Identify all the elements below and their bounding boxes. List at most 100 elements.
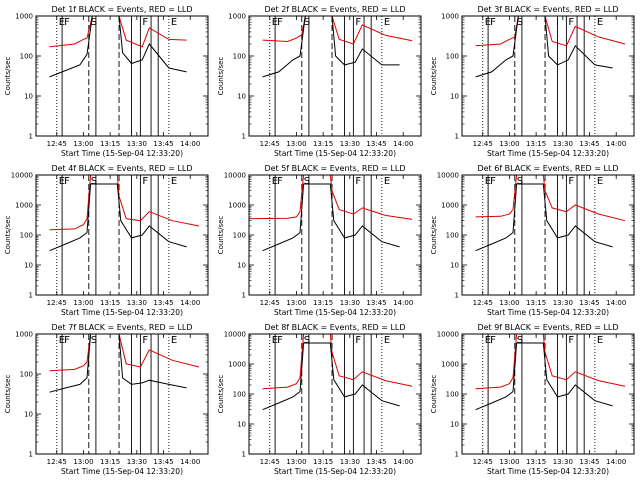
y-axis-label: Counts/sec: [4, 57, 12, 96]
series-lld-line: [262, 333, 413, 390]
interval-marker-label: S: [304, 17, 310, 28]
x-axis-label: Start Time (15-Sep-04 12:33:20): [487, 149, 609, 158]
series-events-line: [49, 183, 187, 252]
y-tick-label: 100: [233, 232, 246, 240]
y-axis-label: Counts/sec: [217, 216, 225, 255]
x-tick-label: 13:15: [313, 458, 333, 466]
interval-marker-label: F: [568, 335, 574, 346]
x-tick-label: 13:00: [286, 458, 306, 466]
y-tick-label: 100: [20, 371, 33, 379]
panel-det-7: Det 7f BLACK = Events, RED = LLD Counts/s…: [4, 323, 209, 476]
y-tick-label: 1000: [228, 13, 246, 21]
interval-marker-label: E: [485, 17, 491, 28]
x-tick-label: 13:00: [73, 140, 93, 148]
y-tick-label: 1: [29, 133, 33, 141]
x-tick-label: 13:00: [499, 140, 519, 148]
y-axis-label: Counts/sec: [217, 375, 225, 414]
interval-marker-label: S: [517, 335, 523, 346]
x-tick-label: 12:45: [473, 299, 493, 307]
panel-det-2: Det 2f BLACK = Events, RED = LLD Counts/s…: [217, 5, 422, 158]
x-tick-label: 14:00: [393, 140, 413, 148]
x-tick-label: 13:45: [579, 299, 599, 307]
x-axis-label: Start Time (15-Sep-04 12:33:20): [61, 467, 183, 476]
interval-marker-label: S: [304, 335, 310, 346]
x-tick-label: 13:45: [579, 140, 599, 148]
x-tick-label: 12:45: [260, 140, 280, 148]
y-tick-label: 100: [446, 53, 459, 61]
x-tick-label: 13:30: [553, 299, 573, 307]
interval-marker-label: S: [517, 17, 523, 28]
x-tick-label: 14:00: [393, 458, 413, 466]
y-axis-label: Counts/sec: [430, 216, 438, 255]
y-tick-label: 100: [446, 391, 459, 399]
x-tick-label: 13:30: [127, 458, 147, 466]
y-tick-label: 100: [446, 232, 459, 240]
panel-det-4: Det 4f BLACK = Events, RED = LLD Counts/s…: [4, 164, 209, 317]
x-axis-label: Start Time (15-Sep-04 12:33:20): [274, 149, 396, 158]
interval-marker-label: S: [91, 176, 97, 187]
interval-marker-label: E: [485, 335, 491, 346]
interval-marker-label: E: [171, 335, 177, 346]
x-tick-label: 14:00: [606, 299, 626, 307]
x-tick-label: 13:30: [553, 140, 573, 148]
x-tick-label: 13:15: [526, 299, 546, 307]
interval-marker-label: E: [171, 17, 177, 28]
x-tick-label: 12:45: [47, 299, 67, 307]
panel-title: Det 4f BLACK = Events, RED = LLD: [51, 164, 192, 173]
x-tick-label: 13:00: [286, 299, 306, 307]
plot-frame: [461, 15, 635, 137]
x-tick-label: 13:45: [153, 299, 173, 307]
interval-marker-label: E: [59, 176, 65, 187]
x-tick-label: 13:00: [499, 458, 519, 466]
y-tick-label: 10: [450, 421, 459, 429]
interval-marker-label: E: [597, 17, 603, 28]
y-tick-label: 1: [455, 451, 459, 459]
x-tick-label: 14:00: [180, 458, 200, 466]
x-tick-label: 12:45: [260, 458, 280, 466]
x-tick-label: 13:30: [127, 140, 147, 148]
series-events-line: [262, 15, 400, 78]
y-tick-label: 10: [450, 262, 459, 270]
series-events-line: [262, 183, 400, 252]
y-tick-label: 10: [24, 411, 33, 419]
panel-det-5: Det 5f BLACK = Events, RED = LLD Counts/s…: [217, 164, 422, 317]
interval-marker-label: F: [277, 335, 283, 346]
y-tick-label: 100: [20, 53, 33, 61]
x-tick-label: 13:45: [366, 299, 386, 307]
interval-marker-label: F: [64, 17, 70, 28]
interval-marker-label: S: [91, 335, 97, 346]
x-tick-label: 13:00: [286, 140, 306, 148]
y-tick-label: 10000: [11, 172, 33, 180]
x-tick-label: 13:00: [73, 299, 93, 307]
interval-marker-label: F: [490, 335, 496, 346]
x-tick-label: 13:15: [313, 140, 333, 148]
y-tick-label: 1000: [441, 202, 459, 210]
panel-det-1: Det 1f BLACK = Events, RED = LLD Counts/s…: [4, 5, 209, 158]
series-events-line: [475, 15, 613, 78]
x-tick-label: 13:15: [313, 299, 333, 307]
x-tick-label: 13:15: [100, 458, 120, 466]
y-tick-label: 100: [233, 391, 246, 399]
interval-marker-label: F: [64, 176, 70, 187]
panel-title: Det 2f BLACK = Events, RED = LLD: [264, 5, 405, 14]
panel-det-6: Det 6f BLACK = Events, RED = LLD Counts/s…: [430, 164, 635, 317]
x-axis-label: Start Time (15-Sep-04 12:33:20): [61, 308, 183, 317]
y-tick-label: 10: [237, 93, 246, 101]
x-axis-label: Start Time (15-Sep-04 12:33:20): [274, 308, 396, 317]
interval-marker-label: E: [59, 17, 65, 28]
x-tick-label: 12:45: [47, 458, 67, 466]
series-events-line: [475, 342, 613, 411]
interval-marker-label: E: [272, 176, 278, 187]
interval-marker-label: E: [59, 335, 65, 346]
panel-title: Det 6f BLACK = Events, RED = LLD: [477, 164, 618, 173]
panel-det-3: Det 3f BLACK = Events, RED = LLD Counts/s…: [430, 5, 635, 158]
interval-marker-label: E: [597, 335, 603, 346]
y-axis-label: Counts/sec: [217, 57, 225, 96]
interval-marker-label: F: [142, 17, 148, 28]
panel-title: Det 3f BLACK = Events, RED = LLD: [477, 5, 618, 14]
interval-marker-label: F: [277, 176, 283, 187]
y-tick-label: 1000: [15, 331, 33, 339]
y-tick-label: 10000: [437, 331, 459, 339]
interval-marker-label: F: [64, 335, 70, 346]
y-tick-label: 10: [237, 421, 246, 429]
